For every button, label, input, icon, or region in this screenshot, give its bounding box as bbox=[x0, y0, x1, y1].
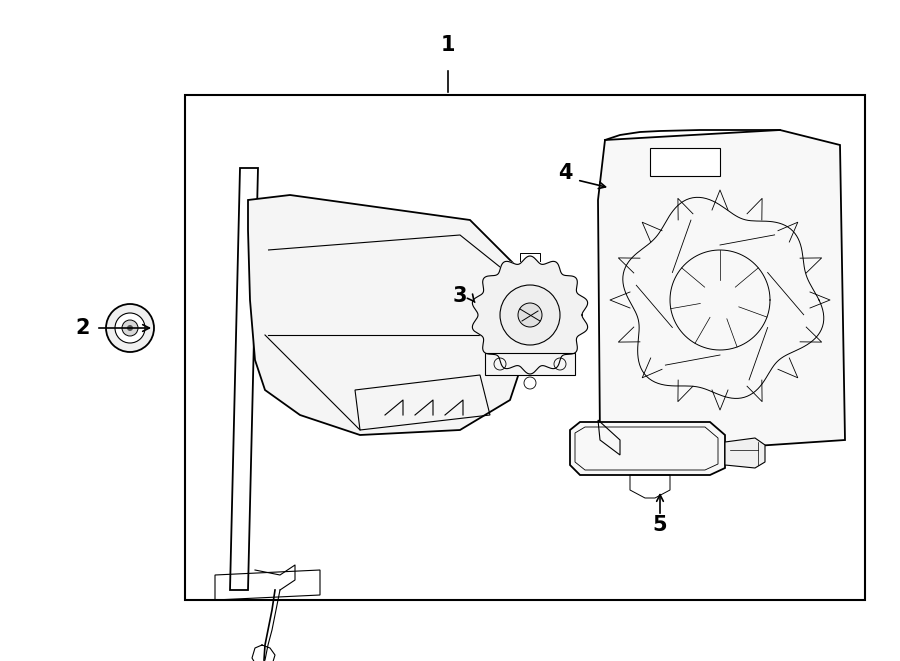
Polygon shape bbox=[725, 438, 765, 468]
Bar bbox=[185, 95, 865, 600]
Circle shape bbox=[518, 303, 542, 327]
Polygon shape bbox=[472, 256, 588, 374]
Polygon shape bbox=[570, 422, 725, 475]
Circle shape bbox=[500, 285, 560, 345]
Circle shape bbox=[122, 320, 138, 336]
Polygon shape bbox=[248, 195, 530, 435]
Bar bbox=[485, 353, 575, 375]
Text: 3: 3 bbox=[453, 286, 467, 306]
Circle shape bbox=[115, 313, 145, 343]
Text: 5: 5 bbox=[652, 515, 667, 535]
Text: 2: 2 bbox=[76, 318, 90, 338]
Text: 4: 4 bbox=[558, 163, 572, 183]
Polygon shape bbox=[598, 130, 845, 455]
Circle shape bbox=[127, 325, 133, 331]
Bar bbox=[650, 148, 720, 176]
Circle shape bbox=[106, 304, 154, 352]
Text: 1: 1 bbox=[441, 35, 455, 55]
